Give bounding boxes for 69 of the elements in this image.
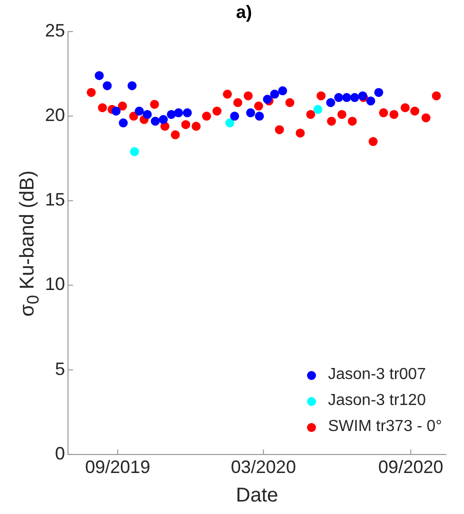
- point: [150, 116, 160, 126]
- point: [166, 110, 176, 119]
- y-tick-label: 5: [55, 358, 66, 379]
- y-tick-label: 10: [44, 274, 66, 294]
- point: [182, 108, 192, 118]
- point: [246, 108, 256, 118]
- point: [181, 120, 190, 130]
- x-axis-title: Date: [236, 484, 278, 507]
- legend-label: Jason-3 tr120: [328, 391, 426, 412]
- x-tick-label: 09/2019: [85, 457, 150, 478]
- point: [192, 122, 201, 131]
- point: [389, 110, 398, 119]
- point: [150, 100, 160, 109]
- point: [342, 93, 352, 102]
- point: [337, 110, 346, 119]
- point: [202, 112, 212, 121]
- point: [130, 147, 139, 156]
- point: [212, 106, 222, 116]
- point: [222, 90, 232, 99]
- point: [233, 98, 242, 108]
- point: [230, 112, 240, 121]
- point: [432, 91, 441, 100]
- point: [306, 110, 316, 119]
- x-tick-label: 09/2020: [378, 457, 444, 478]
- point: [174, 108, 184, 118]
- point: [128, 81, 137, 90]
- point: [296, 128, 305, 138]
- point: [313, 104, 322, 114]
- point: [374, 88, 384, 97]
- point: [278, 86, 288, 96]
- point: [170, 130, 180, 140]
- point: [225, 118, 234, 128]
- point: [112, 106, 121, 116]
- point: [379, 108, 388, 118]
- point: [350, 93, 360, 102]
- point: [254, 112, 264, 121]
- legend-label: Jason-3 tr007: [328, 365, 426, 386]
- y-tick-label: 0: [55, 443, 66, 464]
- point: [98, 103, 107, 112]
- point: [368, 137, 378, 146]
- point: [254, 102, 264, 111]
- y-tick-label: 20: [44, 105, 66, 126]
- point: [348, 116, 357, 126]
- point: [421, 113, 430, 122]
- x-tick-label: 03/2020: [230, 457, 296, 478]
- point: [94, 71, 104, 80]
- point: [334, 93, 344, 102]
- point: [134, 106, 144, 116]
- point: [118, 102, 127, 111]
- y-tick-label: 15: [44, 190, 66, 210]
- point: [274, 125, 284, 134]
- point: [129, 112, 138, 121]
- point: [366, 96, 376, 106]
- y-tick-label: 25: [44, 20, 66, 41]
- point: [410, 106, 420, 116]
- point: [285, 98, 294, 108]
- point: [158, 115, 168, 124]
- point: [326, 116, 336, 126]
- point: [118, 118, 128, 128]
- point: [142, 110, 152, 119]
- point: [326, 98, 336, 108]
- point: [316, 91, 326, 100]
- point: [244, 91, 253, 100]
- point: [86, 88, 96, 97]
- point: [102, 81, 112, 90]
- point: [400, 103, 410, 112]
- point: [270, 90, 280, 99]
- legend-label: SWIM tr373 - 0°: [328, 417, 442, 438]
- chart-title: a): [236, 2, 252, 22]
